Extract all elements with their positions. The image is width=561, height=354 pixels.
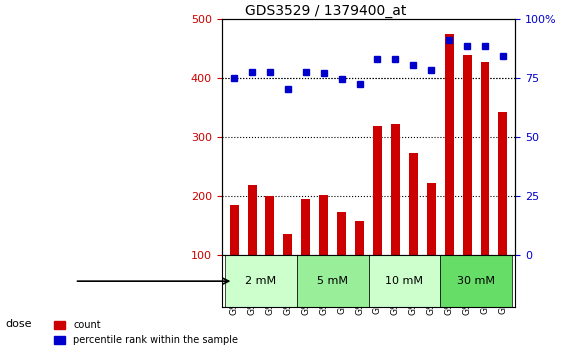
Legend: count, percentile rank within the sample: count, percentile rank within the sample — [50, 316, 242, 349]
Bar — [229, 205, 238, 255]
Bar — [391, 124, 400, 255]
Bar — [427, 183, 436, 255]
FancyBboxPatch shape — [297, 255, 369, 307]
Bar — [283, 234, 292, 255]
Bar — [301, 199, 310, 255]
FancyBboxPatch shape — [225, 255, 297, 307]
Text: GDS3529 / 1379400_at: GDS3529 / 1379400_at — [245, 4, 406, 18]
Text: 5 mM: 5 mM — [317, 276, 348, 286]
Bar — [319, 195, 328, 255]
Bar — [355, 221, 364, 255]
Bar — [463, 55, 472, 255]
Text: dose: dose — [6, 319, 32, 329]
Bar — [499, 112, 507, 255]
Text: 2 mM: 2 mM — [245, 276, 277, 286]
Bar — [445, 34, 454, 255]
FancyBboxPatch shape — [369, 255, 440, 307]
Bar — [481, 62, 490, 255]
Bar — [409, 153, 418, 255]
FancyBboxPatch shape — [440, 255, 512, 307]
Text: 10 mM: 10 mM — [385, 276, 424, 286]
Bar — [247, 185, 256, 255]
Bar — [373, 126, 382, 255]
Bar — [337, 212, 346, 255]
Text: 30 mM: 30 mM — [457, 276, 495, 286]
Bar — [265, 196, 274, 255]
